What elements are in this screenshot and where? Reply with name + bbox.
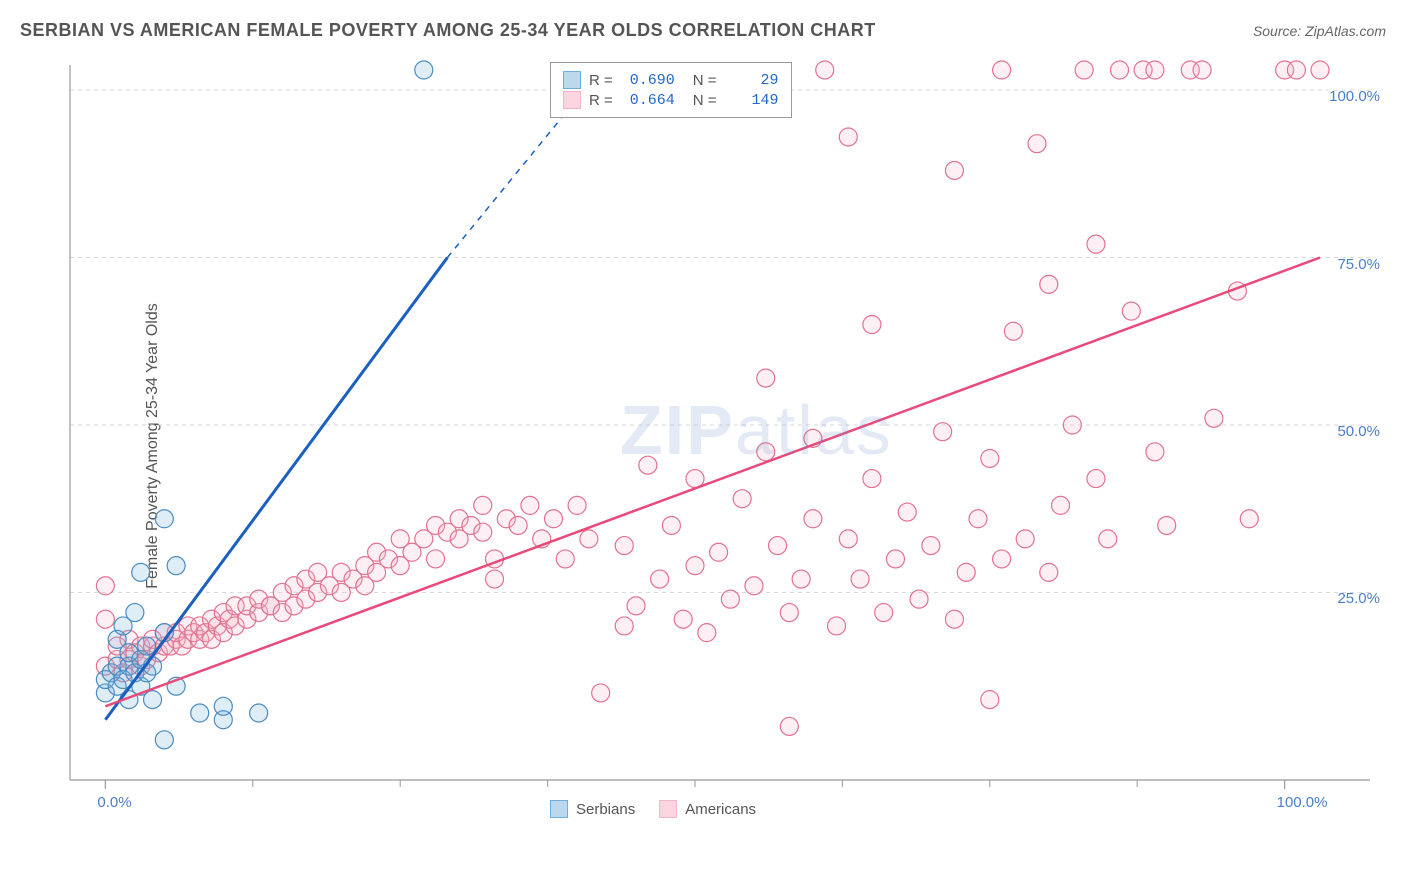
r-value: 0.690 [621, 72, 675, 89]
y-tick-label: 25.0% [1337, 590, 1380, 607]
r-value: 0.664 [621, 92, 675, 109]
stats-legend-box: R = 0.690 N = 29 R = 0.664 N = 149 [550, 62, 792, 118]
x-tick-label: 100.0% [1277, 794, 1328, 811]
series-legend: Serbians Americans [550, 798, 756, 820]
legend-swatch [550, 800, 568, 818]
n-label: N = [693, 72, 717, 89]
n-value: 29 [725, 72, 779, 89]
x-tick-label: 0.0% [97, 794, 131, 811]
chart-title: SERBIAN VS AMERICAN FEMALE POVERTY AMONG… [20, 20, 876, 41]
y-tick-label: 50.0% [1337, 423, 1380, 440]
series-label: Americans [685, 801, 756, 818]
stats-legend-row: R = 0.690 N = 29 [563, 71, 779, 89]
legend-swatch [659, 800, 677, 818]
legend-swatch [563, 91, 581, 109]
r-label: R = [589, 72, 613, 89]
n-value: 149 [725, 92, 779, 109]
source-attribution: Source: ZipAtlas.com [1253, 23, 1386, 39]
n-label: N = [693, 92, 717, 109]
legend-swatch [563, 71, 581, 89]
stats-legend-row: R = 0.664 N = 149 [563, 91, 779, 109]
y-tick-label: 75.0% [1337, 256, 1380, 273]
r-label: R = [589, 92, 613, 109]
chart-svg [60, 60, 1380, 820]
series-legend-item: Americans [659, 800, 756, 818]
series-legend-item: Serbians [550, 800, 635, 818]
series-label: Serbians [576, 801, 635, 818]
scatter-chart: ZIPatlas R = 0.690N = 29R = 0.664N = 149… [60, 60, 1380, 820]
y-tick-label: 100.0% [1329, 88, 1380, 105]
